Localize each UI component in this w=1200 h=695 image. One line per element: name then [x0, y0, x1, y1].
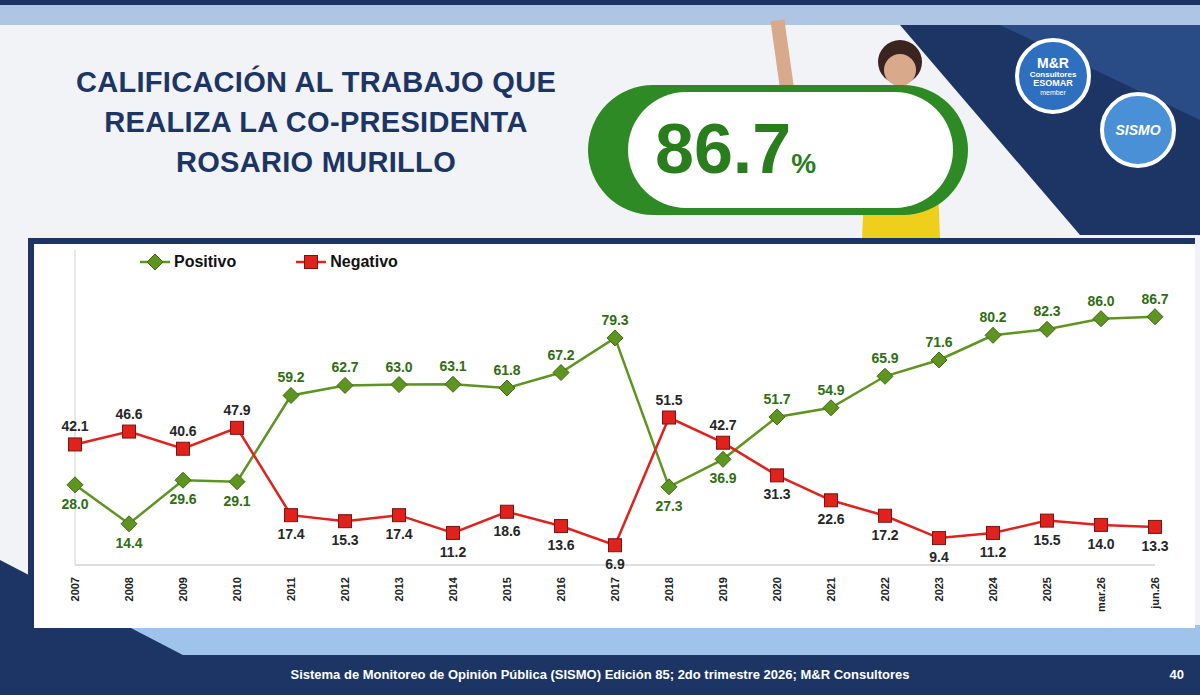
svg-text:17.4: 17.4: [385, 526, 412, 542]
html-text:CALIFICACIÓN AL TRABAJO QUE RE: CALIFICACIÓN AL TRABAJO QUE REALIZA LA C…: [75, 66, 557, 178]
html-text:Positivo: Positivo: [174, 253, 237, 270]
svg-text:86.0: 86.0: [1087, 293, 1114, 309]
html-text:SISMO: SISMO: [1115, 122, 1161, 138]
svg-text:13.6: 13.6: [547, 537, 574, 553]
html-text:Consultores: Consultores: [1029, 69, 1077, 79]
html-text:Negativo: Negativo: [330, 253, 398, 270]
svg-text:2023: 2023: [933, 577, 945, 601]
svg-text:80.2: 80.2: [979, 309, 1006, 325]
html-text:M&R: M&R: [1037, 55, 1069, 72]
svg-text:15.5: 15.5: [1033, 532, 1060, 548]
svg-text:2024: 2024: [987, 576, 999, 601]
svg-text:14.0: 14.0: [1087, 536, 1114, 552]
svg-text:2021: 2021: [825, 577, 837, 601]
svg-text:82.3: 82.3: [1033, 303, 1060, 319]
svg-text:17.4: 17.4: [277, 526, 304, 542]
svg-text:2025: 2025: [1041, 577, 1053, 601]
svg-text:29.1: 29.1: [223, 493, 250, 509]
svg-text:31.3: 31.3: [763, 486, 790, 502]
svg-text:15.3: 15.3: [331, 532, 358, 548]
svg-text:29.6: 29.6: [169, 491, 196, 507]
svg-text:jun.26: jun.26: [1149, 577, 1161, 610]
svg-text:2007: 2007: [69, 577, 81, 601]
html-text:86.7: 86.7: [655, 110, 792, 188]
html-text:ESOMAR: ESOMAR: [1033, 78, 1073, 89]
svg-text:11.2: 11.2: [980, 544, 1007, 560]
svg-text:47.9: 47.9: [223, 402, 250, 418]
svg-text:42.1: 42.1: [61, 418, 88, 434]
svg-text:2020: 2020: [771, 577, 783, 601]
svg-text:2012: 2012: [339, 577, 351, 601]
svg-text:54.9: 54.9: [817, 382, 844, 398]
svg-text:mar.26: mar.26: [1095, 577, 1107, 612]
svg-text:2008: 2008: [123, 577, 135, 601]
svg-text:9.4: 9.4: [929, 549, 949, 565]
svg-text:71.6: 71.6: [925, 334, 952, 350]
svg-text:36.9: 36.9: [709, 470, 736, 486]
svg-text:18.6: 18.6: [493, 523, 520, 539]
svg-text:63.0: 63.0: [385, 359, 412, 375]
svg-text:61.8: 61.8: [493, 362, 520, 378]
svg-text:2015: 2015: [501, 577, 513, 601]
svg-text:63.1: 63.1: [439, 358, 466, 374]
svg-text:79.3: 79.3: [601, 312, 628, 328]
svg-text:6.9: 6.9: [605, 556, 625, 572]
svg-text:28.0: 28.0: [61, 496, 88, 512]
svg-text:2019: 2019: [717, 577, 729, 601]
svg-text:2009: 2009: [177, 577, 189, 601]
svg-text:17.2: 17.2: [871, 527, 898, 543]
svg-text:67.2: 67.2: [547, 347, 574, 363]
svg-text:40.6: 40.6: [169, 423, 196, 439]
svg-text:51.5: 51.5: [655, 392, 682, 408]
svg-text:2011: 2011: [285, 577, 297, 601]
svg-text:86.7: 86.7: [1141, 291, 1168, 307]
svg-text:2014: 2014: [447, 576, 459, 601]
svg-text:51.7: 51.7: [763, 391, 790, 407]
svg-text:2018: 2018: [663, 577, 675, 601]
svg-text:11.2: 11.2: [440, 544, 467, 560]
html-text:40: 40: [1169, 666, 1184, 682]
svg-text:2013: 2013: [393, 577, 405, 601]
html-text:member: member: [1040, 88, 1066, 96]
svg-text:2010: 2010: [231, 577, 243, 601]
svg-text:2022: 2022: [879, 577, 891, 601]
html-text:Sistema de Monitoreo de Opinió: Sistema de Monitoreo de Opinión Pública …: [290, 666, 910, 682]
svg-text:46.6: 46.6: [115, 406, 142, 422]
svg-text:2016: 2016: [555, 577, 567, 601]
svg-text:42.7: 42.7: [709, 417, 736, 433]
svg-text:27.3: 27.3: [655, 498, 682, 514]
svg-text:14.4: 14.4: [115, 535, 142, 551]
svg-text:22.6: 22.6: [817, 511, 844, 527]
svg-text:13.3: 13.3: [1141, 538, 1168, 554]
svg-text:2017: 2017: [609, 577, 621, 601]
svg-text:59.2: 59.2: [277, 369, 304, 385]
svg-text:62.7: 62.7: [331, 359, 358, 375]
svg-text:65.9: 65.9: [871, 350, 898, 366]
